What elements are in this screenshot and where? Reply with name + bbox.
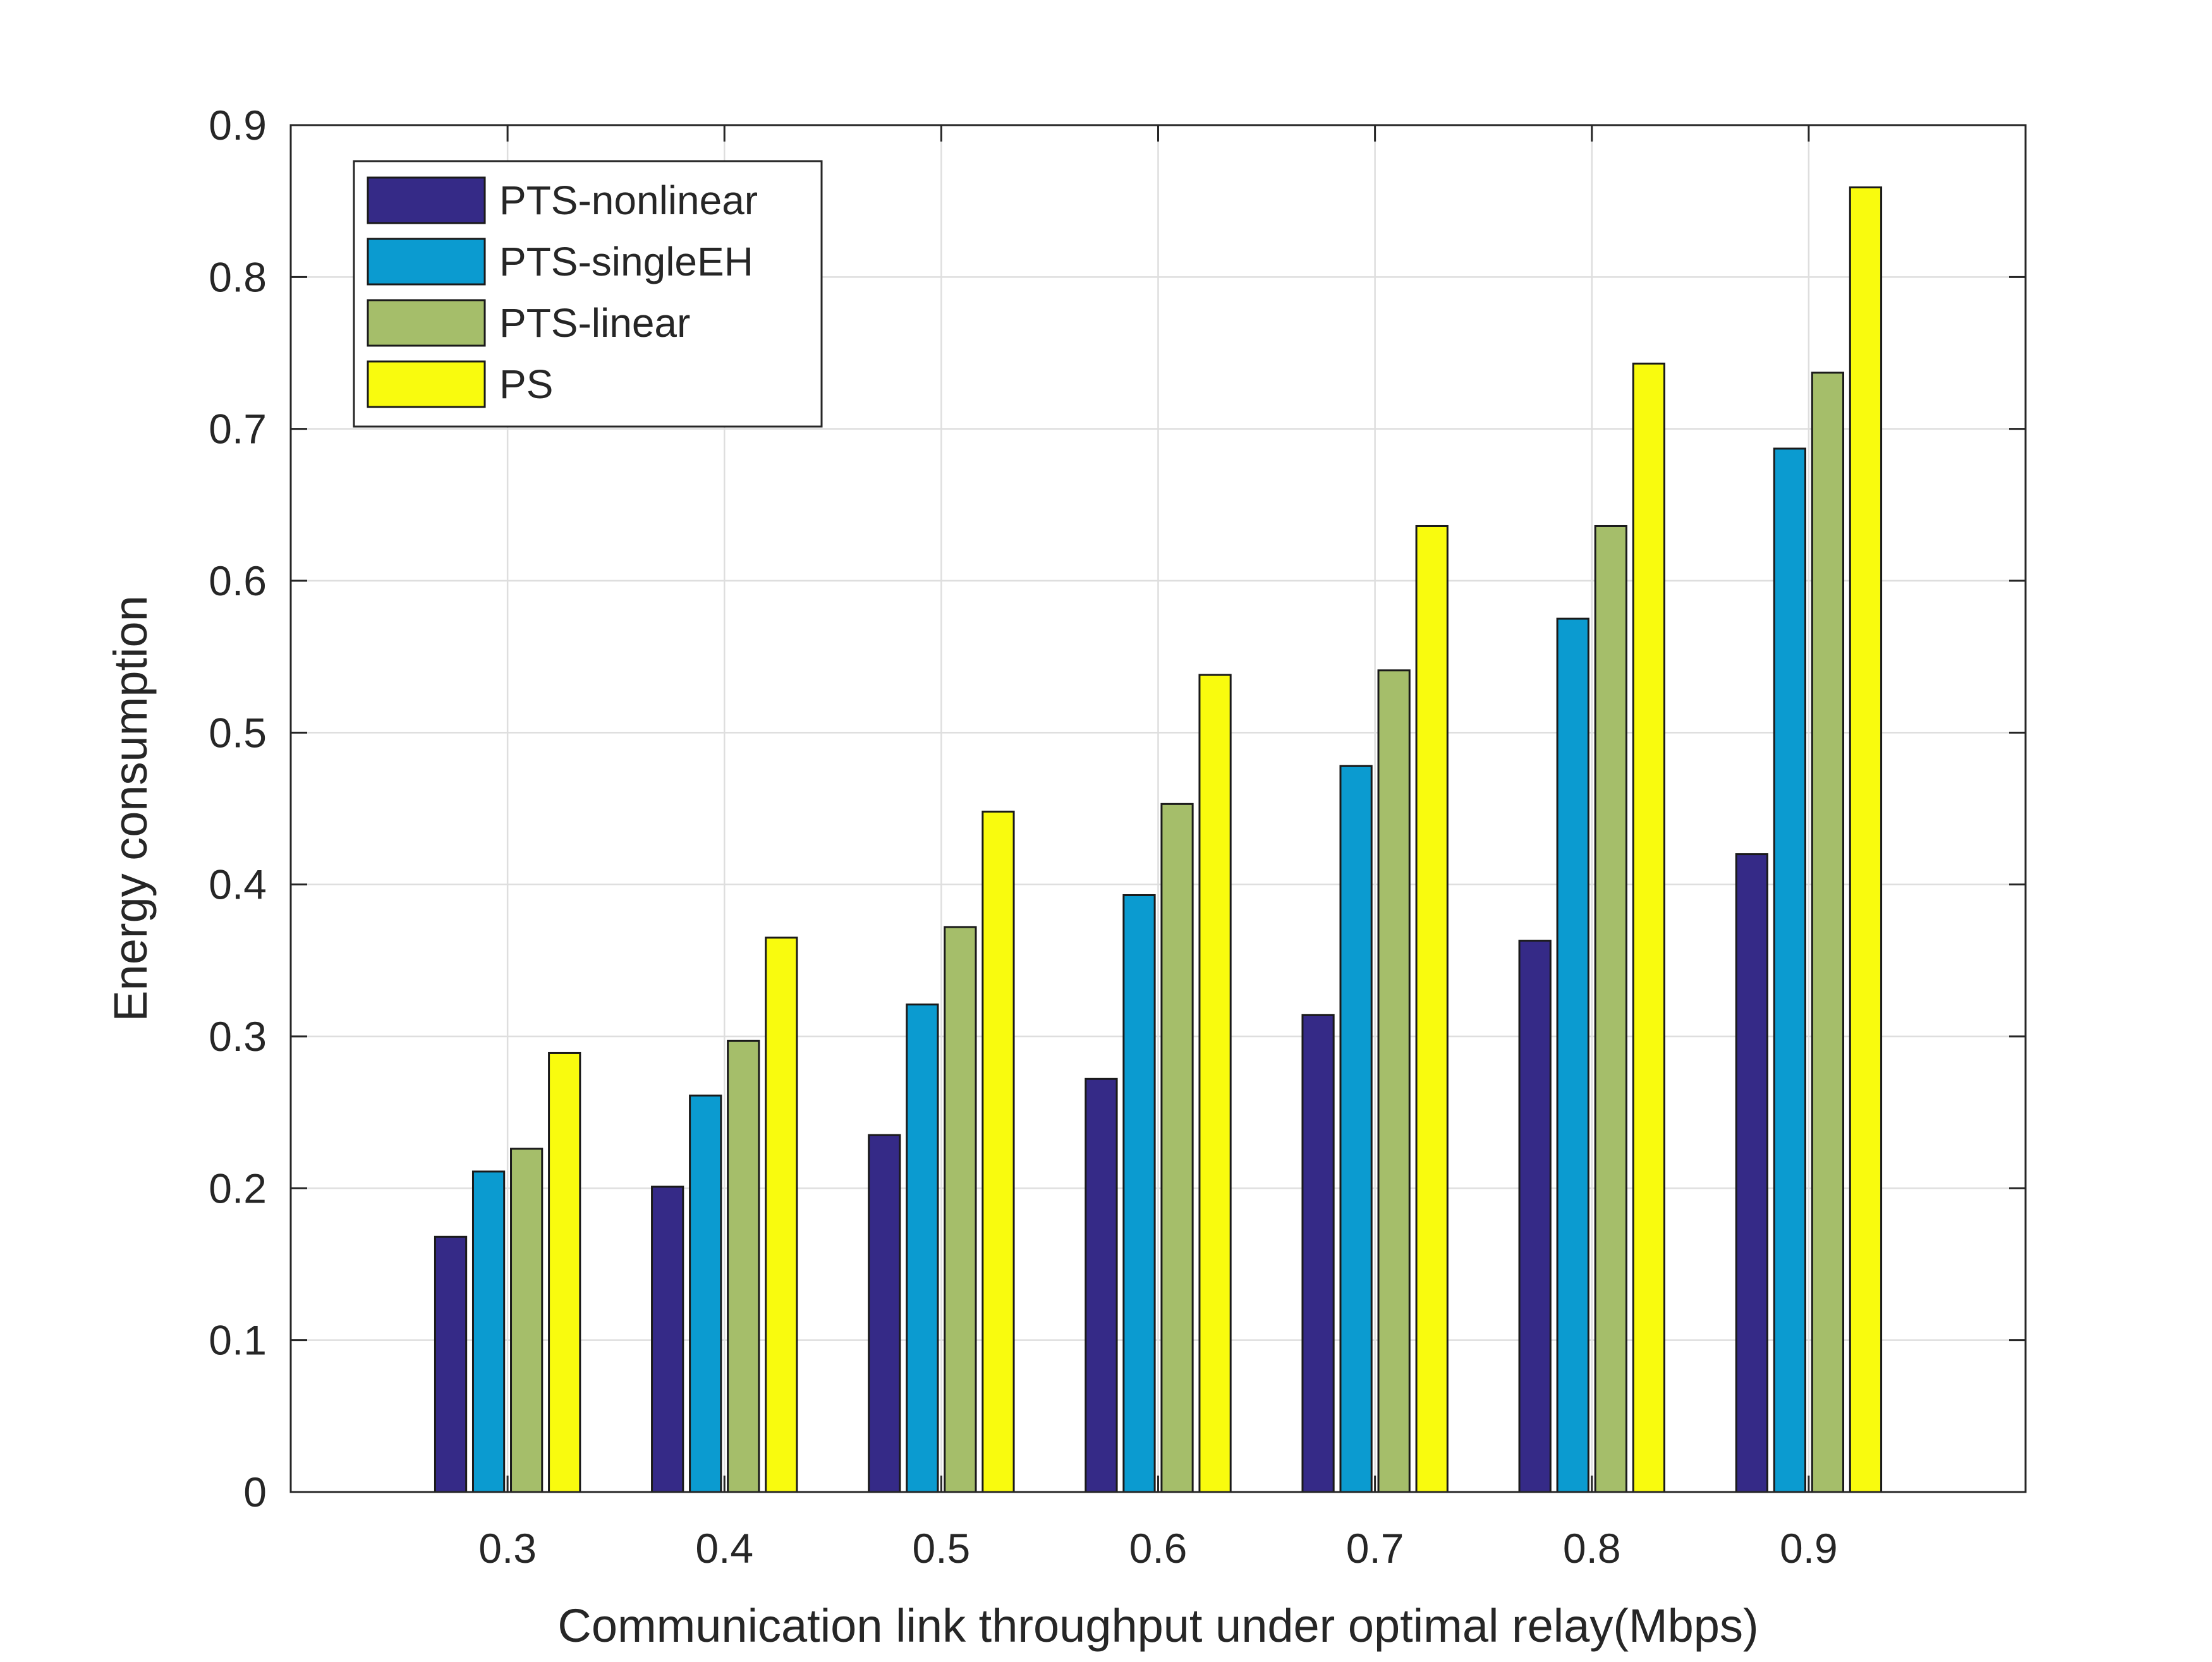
legend: PTS-nonlinear PTS-singleEH PTS-linear PS <box>353 160 823 428</box>
bar-pts-linear <box>1160 803 1194 1493</box>
y-tick-label: 0.8 <box>209 253 267 300</box>
bar-pts-singleeh <box>1122 894 1156 1493</box>
x-tick-label: 0.8 <box>1563 1525 1621 1572</box>
bars <box>434 186 1883 1493</box>
bar-ps <box>1198 674 1232 1493</box>
bar-ps <box>1415 525 1449 1493</box>
bar-pts-singleeh <box>471 1170 506 1493</box>
y-tick-label: 0.4 <box>209 861 267 908</box>
bar-pts-nonlinear <box>434 1235 468 1493</box>
legend-swatch <box>367 238 486 286</box>
y-tick-label: 0.9 <box>209 102 267 149</box>
x-tick-label: 0.4 <box>695 1525 753 1572</box>
y-tick-label: 0.3 <box>209 1013 267 1060</box>
bar-pts-nonlinear <box>868 1134 901 1493</box>
bar-pts-singleeh <box>1339 765 1373 1493</box>
y-tick-label: 0 <box>243 1469 267 1515</box>
legend-label: PTS-nonlinear <box>499 178 758 223</box>
x-tick-label: 0.3 <box>478 1525 537 1572</box>
legend-label: PTS-singleEH <box>499 239 753 284</box>
bar-pts-linear <box>727 1040 760 1493</box>
bar-pts-singleeh <box>1773 447 1806 1493</box>
y-axis-title: Energy consumption <box>104 595 157 1022</box>
bar-ps <box>765 937 798 1493</box>
legend-label: PTS-linear <box>499 300 690 346</box>
axis-ticks <box>291 124 2026 1493</box>
bar-ps <box>1632 362 1665 1493</box>
bar-pts-linear <box>944 926 977 1493</box>
legend-swatch <box>367 176 486 224</box>
tick-labels: 0 0.1 0.2 0.3 0.4 0.5 0.6 0.7 0.8 0.9 0.3 0.4 0.5 0.6… <box>209 102 1838 1572</box>
bar-pts-singleeh <box>1556 617 1589 1493</box>
bar-ps <box>548 1052 581 1493</box>
bar-pts-singleeh <box>906 1004 939 1493</box>
y-tick-label: 0.6 <box>209 557 267 604</box>
bar-pts-nonlinear <box>651 1186 684 1493</box>
bar-pts-singleeh <box>689 1095 722 1493</box>
x-tick-label: 0.6 <box>1129 1525 1188 1572</box>
legend-label: PS <box>499 361 553 407</box>
x-tick-label: 0.9 <box>1780 1525 1838 1572</box>
y-tick-label: 0.7 <box>209 406 267 452</box>
y-tick-label: 0.1 <box>209 1317 267 1364</box>
x-axis-title: Communication link throughput under opti… <box>557 1599 1758 1652</box>
bar-pts-linear <box>510 1148 544 1493</box>
bar-pts-nonlinear <box>1301 1014 1335 1493</box>
legend-swatch <box>367 360 486 408</box>
legend-entries: PTS-nonlinear PTS-singleEH PTS-linear PS <box>367 176 758 408</box>
bar-ps <box>981 810 1015 1493</box>
bar-pts-nonlinear <box>1518 940 1552 1493</box>
bar-ps <box>1849 186 1883 1493</box>
x-tick-label: 0.7 <box>1346 1525 1404 1572</box>
legend-swatch <box>367 299 486 347</box>
bar-pts-nonlinear <box>1085 1077 1118 1493</box>
y-tick-label: 0.2 <box>209 1165 267 1211</box>
bar-pts-linear <box>1377 669 1411 1493</box>
x-tick-label: 0.5 <box>913 1525 971 1572</box>
y-tick-label: 0.5 <box>209 709 267 756</box>
bar-pts-linear <box>1811 372 1845 1493</box>
bar-pts-linear <box>1594 525 1627 1493</box>
bar-pts-nonlinear <box>1735 853 1768 1493</box>
